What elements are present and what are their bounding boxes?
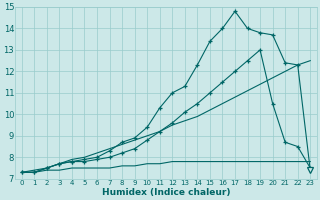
X-axis label: Humidex (Indice chaleur): Humidex (Indice chaleur) [102,188,230,197]
